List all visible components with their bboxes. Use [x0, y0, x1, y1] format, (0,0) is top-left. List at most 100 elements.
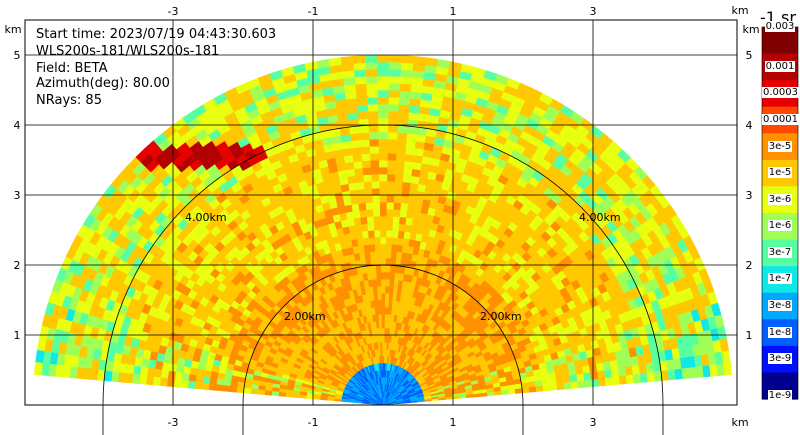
radar-cell — [340, 56, 354, 65]
axis-unit-label: km — [742, 23, 759, 36]
radar-cell — [387, 117, 399, 126]
radar-cell — [354, 174, 364, 183]
radar-cell — [354, 83, 367, 92]
radar-cell — [556, 382, 565, 391]
radar-cell — [396, 244, 403, 253]
radar-cell — [380, 250, 386, 259]
radar-cell — [405, 132, 417, 142]
radar-cell — [591, 378, 600, 388]
radar-cell — [377, 96, 389, 105]
radar-cell — [404, 153, 415, 163]
radar-cell — [278, 391, 287, 397]
radar-cell — [362, 173, 372, 183]
radar-cell — [366, 103, 379, 112]
radar-cell — [377, 117, 389, 126]
radar-cell — [639, 372, 649, 383]
radar-cell — [369, 257, 376, 266]
radar-cell — [368, 243, 376, 252]
colorbar-label: 1e-5 — [767, 167, 793, 179]
radar-cell — [117, 372, 127, 383]
radar-cell — [399, 76, 412, 85]
radar-cell — [367, 117, 379, 126]
instrument-text: WLS200s-181/WLS200s-181 — [36, 44, 220, 59]
radar-cell — [34, 362, 43, 376]
radar-cell — [388, 61, 402, 70]
radar-cell — [386, 166, 396, 175]
radar-cell — [194, 381, 203, 390]
radar-cell — [385, 222, 393, 231]
radar-cell — [377, 124, 389, 133]
radar-cell — [138, 374, 148, 385]
radar-cell — [384, 285, 390, 294]
radar-cell — [374, 243, 381, 252]
radar-cell — [721, 349, 731, 364]
radar-cell — [369, 250, 376, 259]
radar-cell — [424, 57, 439, 67]
radar-cell — [131, 373, 141, 384]
radar-cell — [208, 383, 217, 391]
colorbar-label: 0.001 — [764, 60, 796, 72]
radar-cell — [368, 138, 379, 147]
radar-cell — [389, 271, 395, 280]
radar-cell — [399, 83, 412, 92]
radar-cell — [370, 180, 380, 189]
radar-cell — [397, 111, 409, 120]
radar-cell — [387, 110, 399, 119]
colorbar-label: 3e-7 — [767, 246, 793, 258]
radar-cell — [364, 201, 374, 211]
radar-cell — [361, 160, 371, 169]
radar-cell — [361, 167, 372, 176]
radar-cell — [377, 89, 389, 98]
radar-cell — [369, 152, 380, 161]
radar-cell — [355, 97, 368, 106]
colorbar-label: 1e-8 — [767, 326, 793, 338]
radar-cell — [395, 251, 403, 260]
radar-cell — [396, 139, 407, 148]
radar-cell — [378, 145, 388, 154]
radar-cell — [400, 188, 410, 197]
radar-cell — [351, 146, 362, 156]
radar-cell — [366, 215, 374, 225]
radar-cell — [378, 138, 388, 147]
radar-cell — [376, 68, 390, 77]
radar-cell — [363, 180, 372, 190]
range-ring-label: 2.00km — [480, 310, 522, 323]
radar-cell — [359, 216, 368, 225]
radar-cell — [380, 306, 386, 315]
radar-cell — [387, 103, 400, 112]
radar-cell — [384, 313, 389, 322]
radar-cell — [201, 382, 210, 391]
radar-cell — [354, 76, 367, 85]
radar-cell — [389, 264, 396, 273]
radar-cell — [365, 208, 374, 218]
radar-cell — [271, 391, 280, 397]
axis-unit-label: km — [4, 23, 21, 36]
radar-cell — [393, 194, 402, 204]
radar-cell — [380, 299, 386, 308]
colorbar-label: 3e-6 — [767, 193, 793, 205]
radar-cell — [388, 68, 401, 77]
radar-cell — [385, 243, 392, 252]
radar-cell — [386, 194, 395, 203]
colorbar-label: 1e-7 — [767, 273, 793, 285]
radar-cell — [390, 250, 397, 259]
radar-cell — [388, 292, 394, 301]
radar-cell — [364, 54, 378, 63]
radar-cell — [379, 201, 387, 210]
radar-cell — [398, 104, 410, 113]
y-tick-label: 5 — [746, 49, 753, 62]
radar-cell — [378, 180, 388, 189]
radar-cell — [584, 379, 593, 388]
radar-cell — [378, 166, 388, 175]
radar-cell — [404, 217, 413, 226]
radar-cell — [403, 224, 412, 233]
radar-cell — [380, 285, 386, 294]
radar-cell — [379, 222, 387, 231]
radar-cell — [166, 378, 175, 388]
radar-cell — [412, 56, 426, 65]
radar-cell — [369, 145, 379, 154]
radar-cell — [396, 132, 408, 141]
radar-cell — [360, 153, 371, 162]
y-tick-label: 5 — [14, 49, 21, 62]
radar-cell — [396, 125, 408, 134]
